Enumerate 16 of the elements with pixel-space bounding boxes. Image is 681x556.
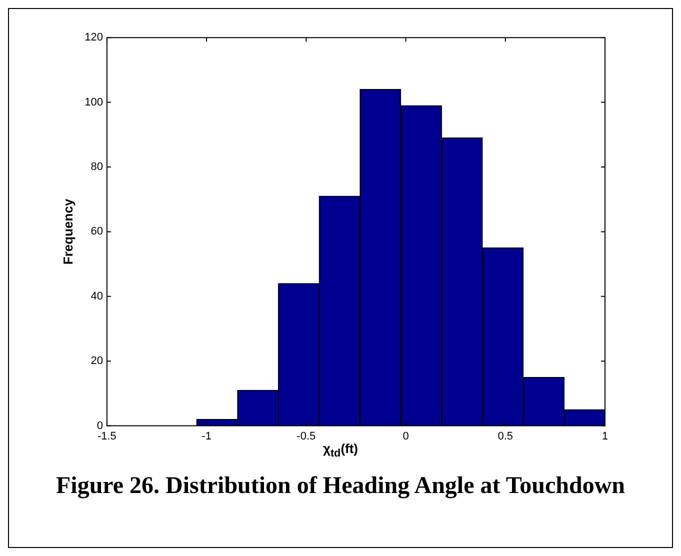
y-tick-label: 100 <box>84 96 103 108</box>
x-tick-label: 0.5 <box>498 430 514 442</box>
y-tick-label: 40 <box>90 290 103 302</box>
text: Figure 26. Distribution of Heading Angle at Touchdown <box>55 472 626 501</box>
x-tick-label: 0 <box>402 430 409 442</box>
y-tick-label: 0 <box>96 420 103 432</box>
y-tick-label: 60 <box>90 226 103 238</box>
y-axis-title: Frequency <box>60 198 76 265</box>
x-tick-label: -0.5 <box>296 430 316 442</box>
y-tick-label: 80 <box>90 161 103 174</box>
x-axis-title: χ$_{td}$(ft) <box>322 441 360 460</box>
y-tick-label: 120 <box>84 32 103 44</box>
x-tick-label: -1 <box>202 430 212 442</box>
x-tick-label: -1.5 <box>97 430 116 442</box>
x-tick-label: 1 <box>602 430 608 442</box>
y-tick-label: 20 <box>90 355 103 368</box>
